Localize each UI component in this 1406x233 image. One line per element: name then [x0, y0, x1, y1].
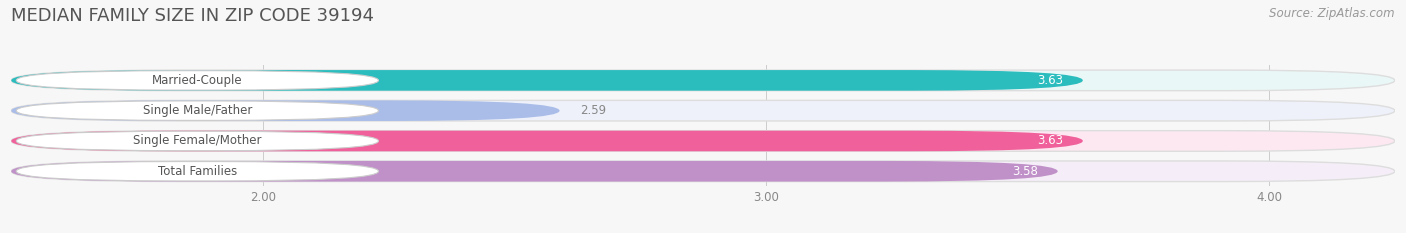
FancyBboxPatch shape [11, 161, 1057, 182]
FancyBboxPatch shape [11, 161, 1395, 182]
FancyBboxPatch shape [11, 70, 1395, 91]
FancyBboxPatch shape [11, 131, 1083, 151]
Text: 3.58: 3.58 [1012, 165, 1038, 178]
Text: 3.63: 3.63 [1036, 74, 1063, 87]
FancyBboxPatch shape [11, 100, 560, 121]
Text: Single Female/Mother: Single Female/Mother [134, 134, 262, 147]
Text: 2.59: 2.59 [579, 104, 606, 117]
FancyBboxPatch shape [17, 161, 378, 181]
FancyBboxPatch shape [11, 131, 1395, 151]
FancyBboxPatch shape [17, 131, 378, 151]
Text: Married-Couple: Married-Couple [152, 74, 243, 87]
Text: 3.63: 3.63 [1036, 134, 1063, 147]
FancyBboxPatch shape [17, 101, 378, 120]
FancyBboxPatch shape [17, 71, 378, 90]
Text: Total Families: Total Families [157, 165, 238, 178]
Text: Source: ZipAtlas.com: Source: ZipAtlas.com [1270, 7, 1395, 20]
FancyBboxPatch shape [11, 70, 1083, 91]
Text: MEDIAN FAMILY SIZE IN ZIP CODE 39194: MEDIAN FAMILY SIZE IN ZIP CODE 39194 [11, 7, 374, 25]
Text: Single Male/Father: Single Male/Father [142, 104, 252, 117]
FancyBboxPatch shape [11, 100, 1395, 121]
